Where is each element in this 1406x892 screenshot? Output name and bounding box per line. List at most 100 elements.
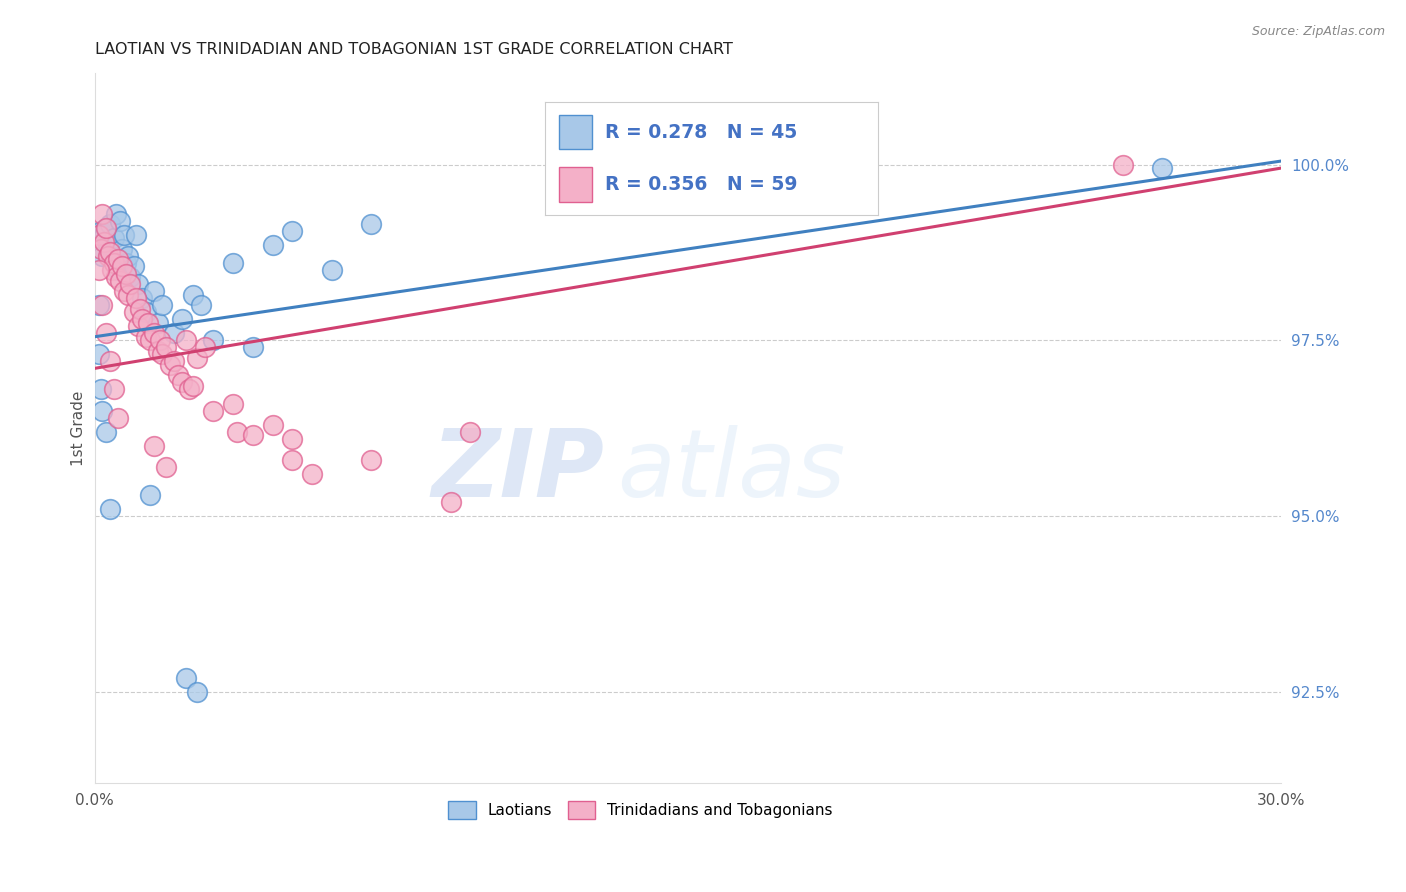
Point (439, 495, 461, 509)
Legend: Laotians, Trinidadians and Tobagonians: Laotians, Trinidadians and Tobagonians (441, 796, 839, 825)
Point (194, 340, 217, 354)
Point (97, 238, 120, 252)
Point (122, 305, 145, 319)
Text: atlas: atlas (617, 425, 845, 516)
Point (136, 316, 159, 330)
Point (110, 273, 132, 287)
Point (183, 287, 205, 301)
Point (142, 439, 165, 453)
Point (115, 267, 138, 281)
Point (93, 227, 115, 242)
Point (100, 354, 122, 368)
Point (174, 333, 197, 347)
Point (360, 217, 382, 231)
Point (202, 333, 225, 347)
Point (91, 249, 114, 263)
Point (125, 291, 148, 305)
Point (190, 298, 212, 312)
Point (222, 396, 245, 410)
Point (122, 260, 145, 274)
Point (117, 287, 139, 301)
Point (321, 263, 343, 277)
Text: LAOTIAN VS TRINIDADIAN AND TOBAGONIAN 1ST GRADE CORRELATION CHART: LAOTIAN VS TRINIDADIAN AND TOBAGONIAN 1S… (94, 42, 733, 57)
Point (155, 459, 177, 474)
Point (120, 277, 142, 291)
Point (262, 238, 284, 252)
Point (166, 368, 188, 383)
Point (100, 502, 122, 516)
Point (103, 231, 125, 245)
Point (117, 249, 139, 263)
Point (281, 224, 304, 238)
Point (174, 671, 197, 685)
Point (112, 284, 135, 298)
Point (125, 227, 148, 242)
Point (89, 383, 111, 397)
Point (96, 220, 118, 235)
Point (120, 270, 142, 285)
Text: Source: ZipAtlas.com: Source: ZipAtlas.com (1251, 25, 1385, 38)
Point (360, 452, 382, 467)
Point (202, 403, 225, 417)
Point (139, 333, 162, 347)
Point (242, 340, 264, 354)
Point (87, 347, 110, 361)
Point (103, 256, 125, 270)
Point (89, 242, 111, 256)
Point (1112, 157, 1135, 171)
Point (142, 326, 165, 341)
Point (105, 270, 128, 285)
Point (131, 291, 153, 305)
Point (170, 312, 193, 326)
Text: ZIP: ZIP (432, 425, 605, 516)
Point (139, 488, 162, 502)
Point (281, 452, 304, 467)
Point (100, 217, 122, 231)
Point (101, 263, 124, 277)
Point (111, 260, 134, 274)
Point (135, 330, 157, 344)
Point (105, 207, 128, 221)
Point (142, 284, 165, 298)
Point (226, 425, 249, 439)
Point (87, 298, 110, 312)
Point (96, 425, 118, 439)
Point (179, 383, 201, 397)
Point (107, 263, 129, 277)
Point (127, 319, 149, 334)
Point (110, 214, 132, 228)
Point (129, 301, 152, 316)
Point (115, 256, 138, 270)
Point (458, 425, 481, 439)
Point (242, 428, 264, 442)
Point (163, 354, 186, 368)
Point (186, 684, 208, 698)
Point (93, 235, 115, 249)
Point (146, 316, 169, 330)
Point (100, 245, 122, 260)
Point (96, 220, 118, 235)
Point (163, 326, 186, 341)
Point (111, 242, 134, 256)
Point (183, 379, 205, 393)
Point (91, 298, 114, 312)
Point (281, 432, 304, 446)
Point (97, 249, 120, 263)
Point (149, 333, 172, 347)
Point (135, 305, 157, 319)
Point (127, 277, 149, 291)
Point (186, 351, 208, 365)
Point (150, 347, 173, 361)
Point (91, 403, 114, 417)
Point (301, 467, 323, 481)
Point (107, 252, 129, 267)
Point (112, 227, 135, 242)
Point (222, 256, 245, 270)
Point (170, 376, 193, 390)
Point (150, 298, 173, 312)
Point (89, 224, 111, 238)
Point (159, 358, 181, 372)
Point (96, 326, 118, 341)
Point (131, 312, 153, 326)
Point (87, 263, 110, 277)
